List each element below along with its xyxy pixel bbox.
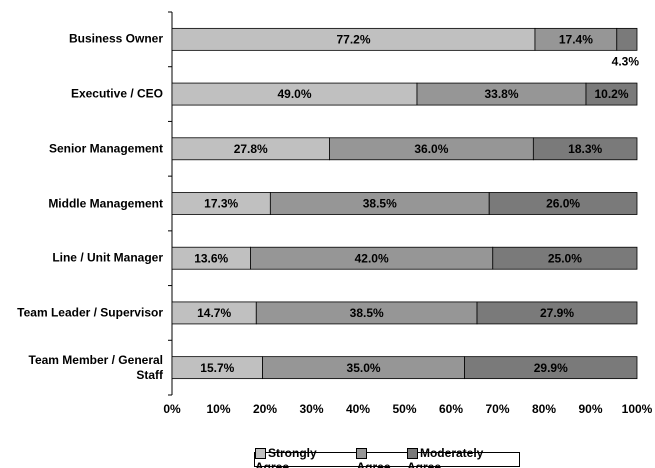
x-tick-label: 100% [622,402,653,416]
legend-item: Agree [356,446,403,468]
data-label: 35.0% [347,361,381,375]
data-label: 38.5% [363,197,397,211]
data-label: 25.0% [548,251,582,265]
bar-segment [492,246,638,270]
data-label: 18.3% [568,142,602,156]
legend-item: Strongly Agree [255,446,352,468]
x-tick-label: 30% [299,402,323,416]
bar-segment [616,27,638,51]
data-label: 33.8% [484,87,518,101]
data-label: 27.9% [540,306,574,320]
data-label: 10.2% [594,87,628,101]
category-label: Line / Unit Manager [52,250,163,265]
bar-segment [476,301,638,325]
x-tick-label: 90% [578,402,602,416]
data-label: 42.0% [355,251,389,265]
bar-segment [488,192,638,215]
category-label: Executive / CEO [70,86,163,101]
bar-segment [585,82,638,106]
data-label: 13.6% [194,251,228,265]
data-label: 17.3% [204,197,238,211]
data-label: 17.4% [559,33,593,47]
data-label: 26.0% [546,197,580,211]
x-tick-label: 0% [163,402,181,416]
x-tick-label: 50% [392,402,416,416]
data-label: 36.0% [414,142,448,156]
data-label: 38.5% [350,306,384,320]
legend: Strongly Agree Agree Moderately Agree [254,446,520,468]
category-label: Senior Management [48,141,163,156]
bar-segment [464,356,638,380]
category-label: Middle Management [48,196,163,210]
data-label: 77.2% [336,33,370,47]
category-label: Team Leader / Supervisor [17,305,163,320]
x-tick-label: 40% [346,402,370,416]
legend-label: Agree [356,459,391,468]
data-label: 15.7% [200,361,234,375]
data-label: 49.0% [277,87,311,101]
legend-swatch [255,447,266,459]
data-label: 29.9% [534,361,568,375]
x-tick-label: 60% [439,402,463,416]
category-label: Business Owner [68,31,163,46]
legend-swatch [406,447,418,459]
data-label: 14.7% [197,306,231,320]
legend-label: Strongly Agree [255,445,317,468]
x-tick-label: 80% [532,402,556,416]
x-tick-label: 70% [485,402,509,416]
x-tick-label: 20% [253,402,277,416]
x-tick-label: 10% [206,402,230,416]
bar-segment [532,137,638,161]
data-label: 4.3% [612,55,640,69]
category-label: Team Member / General Staff [28,352,164,382]
legend-swatch [356,447,368,459]
legend-label: Moderately Agree [406,445,484,468]
legend-item: Moderately Agree [406,445,519,468]
data-label: 27.8% [234,142,268,156]
